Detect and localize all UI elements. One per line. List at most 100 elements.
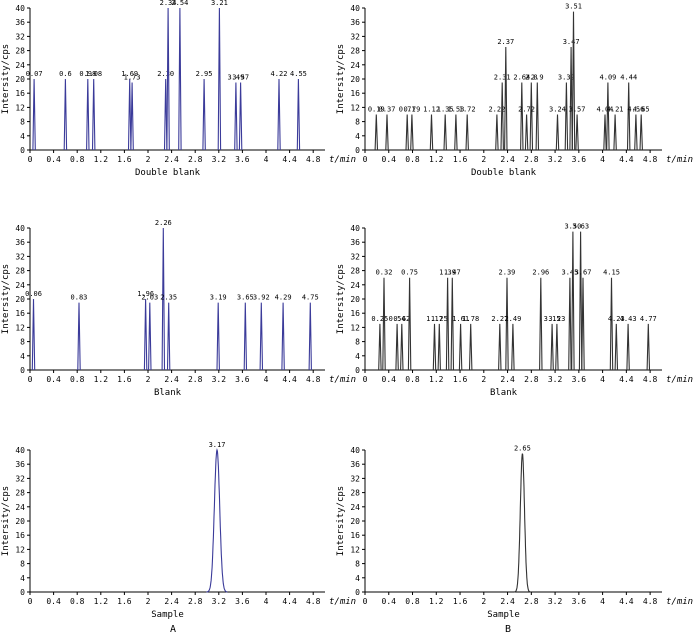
chart-3-peak-label: 4.23 [608, 315, 625, 323]
chart-1-peak-label: 3.24 [549, 106, 566, 114]
chart-3-peak-label: 4.43 [620, 315, 637, 323]
chart-2-y-tick-label: 28 [15, 267, 25, 276]
chart-3-y-tick-label: 24 [350, 281, 360, 290]
chart-0-peak [238, 82, 243, 151]
chart-3-title: Blank [490, 388, 518, 398]
chart-1-peak [603, 114, 607, 151]
chart-5-y-tick-label: 32 [350, 474, 360, 483]
chart-3-peak-label: 2.27 [491, 315, 508, 323]
chart-1-peak-label: 3.47 [563, 38, 580, 46]
chart-0-peak [178, 7, 182, 151]
chart-3-x-tick-label: 0.8 [405, 375, 420, 384]
chart-3-peak-label: 3.67 [575, 269, 592, 277]
chart-4-x-tick-label: 2.8 [188, 597, 203, 606]
chart-1-peak [454, 114, 458, 151]
chart-0-x-tick-label: 1.6 [117, 155, 132, 164]
chart-1-y-tick-label: 16 [350, 89, 360, 98]
chart-0-y-tick-label: 32 [15, 32, 25, 41]
chart-1-peak [443, 114, 447, 151]
chart-1-peak-label: 1.35 [437, 106, 454, 114]
chart-2-y-tick-label: 16 [15, 309, 25, 318]
chart-2-y-tick-label: 0 [20, 366, 25, 375]
chart-2-peak-label: 1.96 [137, 290, 154, 298]
chart-1-peak [429, 114, 434, 151]
chart-3-peak [437, 323, 441, 371]
chart-2-peak [77, 302, 81, 371]
chart-2-y-tick-label: 36 [15, 238, 25, 247]
chart-1-peak [639, 114, 643, 151]
chart-1-peak-label: 4.21 [607, 106, 624, 114]
chart-3-peak [407, 277, 412, 371]
chart-1-peak [500, 82, 504, 151]
chart-5-y-tick-label: 16 [350, 531, 360, 540]
chart-0-peak [163, 78, 168, 151]
chart-5-y-tick-label: 12 [350, 545, 360, 554]
chart-5-y-tick-label: 4 [355, 574, 360, 583]
chart-2-peak [216, 302, 220, 371]
chart-1-peak-label: 4.44 [620, 74, 637, 82]
chart-0-peak [130, 82, 134, 151]
chart-2-x-tick-label: 4 [264, 375, 269, 384]
chart-1-peak [606, 82, 610, 151]
chart-2-peak-label: 0.83 [71, 294, 88, 302]
chart-1-peak-label: 2.9 [531, 74, 544, 82]
chart-3-y-axis-label: Intersity/cps [336, 264, 346, 334]
chart-3-y-tick-label: 28 [350, 267, 360, 276]
chart-0-peak [277, 78, 281, 151]
chart-1-peak [385, 114, 389, 151]
chart-2-peak-label: 4.75 [302, 294, 319, 302]
chart-3-peak-label: 1.17 [426, 315, 443, 323]
chart-0-peak-label: 4.22 [271, 70, 288, 78]
chart-4-x-tick-label: 4.8 [306, 597, 321, 606]
chart-3-y-tick-label: 8 [355, 338, 360, 347]
chart-0-y-tick-label: 20 [15, 75, 25, 84]
chart-1-peak [613, 114, 617, 151]
chart-0-y-tick-label: 12 [15, 103, 25, 112]
chart-4-x-tick-label: 2 [146, 597, 151, 606]
chart-3-x-tick-label: 4.4 [619, 375, 634, 384]
chart-3-peak [581, 277, 585, 371]
chart-0-x-tick-label: 3.2 [212, 155, 227, 164]
chart-2-y-tick-label: 40 [15, 224, 25, 233]
chart-3-peak-label: 3.23 [548, 315, 565, 323]
chart-3-peak [555, 323, 559, 371]
chart-2-y-axis-label: Intersity/cps [1, 264, 11, 334]
column-label-b: B [505, 624, 511, 635]
chart-1-y-tick-label: 4 [355, 132, 360, 141]
chart-2-x-axis-label: t/min [329, 375, 356, 385]
chart-1-x-tick-label: 2 [481, 155, 486, 164]
chart-3-x-axis-label: t/min [666, 375, 693, 385]
chart-1-peak [524, 114, 529, 151]
chart-5-y-tick-label: 36 [350, 460, 360, 469]
chart-2-peak-label: 2.03 [141, 294, 158, 302]
chart-3-x-tick-label: 4 [600, 375, 605, 384]
chart-3-peak [511, 323, 515, 371]
chart-1-x-tick-label: 3.6 [572, 155, 587, 164]
chart-0-x-tick-label: 4.4 [282, 155, 297, 164]
chart-5-peak-label: 2.65 [514, 445, 531, 453]
chart-3-peak [445, 277, 450, 371]
chart-1-peak [374, 114, 379, 151]
chart-4-y-tick-label: 4 [20, 574, 25, 583]
chart-5-x-tick-label: 0.8 [405, 597, 420, 606]
chart-2-x-tick-label: 0.4 [46, 375, 61, 384]
chart-2-peak-label: 3.92 [253, 294, 270, 302]
chart-3-peak [395, 323, 399, 371]
chart-0-peak-label: 3.57 [232, 74, 249, 82]
chart-1-peak-label: 1.12 [423, 106, 440, 114]
chart-4-y-tick-label: 40 [15, 446, 25, 455]
chart-1-peak-label: 0.79 [403, 106, 420, 114]
chart-0-y-tick-label: 40 [15, 4, 25, 13]
chart-3-peak-label: 3.63 [572, 223, 589, 231]
chart-1-y-tick-label: 28 [350, 47, 360, 56]
chart-5-x-tick-label: 3.2 [548, 597, 563, 606]
chart-5-peak [513, 453, 531, 593]
chart-1-peak [405, 114, 409, 151]
chart-4-x-tick-label: 2.4 [164, 597, 179, 606]
chart-1-peak [495, 114, 499, 151]
chart-0-x-tick-label: 0 [28, 155, 33, 164]
chart-4-x-tick-label: 3.2 [212, 597, 227, 606]
chart-3-peak-label: 4.15 [603, 269, 620, 277]
chart-2-x-tick-label: 4.8 [306, 375, 321, 384]
